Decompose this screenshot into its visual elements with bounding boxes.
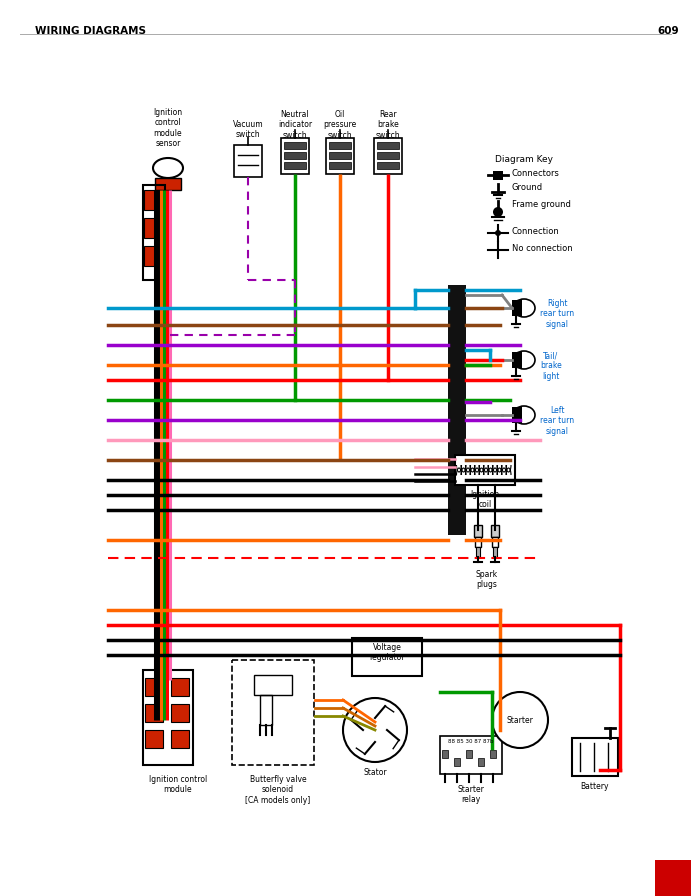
Bar [329, 162, 351, 169]
Text: No connection: No connection [512, 244, 573, 253]
Bar [493, 176, 503, 180]
Text: Ignition
control
module
sensor: Ignition control module sensor [153, 108, 182, 148]
Text: Frame ground: Frame ground [512, 200, 571, 209]
Bar [492, 537, 498, 547]
Bar [145, 678, 163, 696]
Bar [491, 525, 499, 537]
Text: Battery: Battery [580, 782, 609, 791]
Bar [155, 178, 181, 190]
Text: Vacuum
switch: Vacuum switch [233, 120, 263, 140]
Text: 88 85 30 87 87b: 88 85 30 87 87b [448, 739, 494, 744]
Text: 609: 609 [657, 26, 679, 36]
Bar [377, 152, 399, 159]
Bar [475, 537, 481, 547]
Ellipse shape [513, 299, 535, 317]
Bar [281, 138, 309, 174]
Bar [329, 152, 351, 159]
Text: Ignition
coil: Ignition coil [471, 490, 500, 510]
Bar [284, 142, 306, 149]
Circle shape [493, 207, 503, 217]
Bar [171, 730, 189, 748]
Bar [145, 730, 163, 748]
Bar [655, 860, 691, 896]
Bar [493, 171, 503, 176]
Text: Ground: Ground [512, 183, 543, 192]
Bar [377, 142, 399, 149]
Bar [440, 736, 502, 774]
Bar [234, 145, 262, 177]
Text: Neutral
indicator
switch: Neutral indicator switch [278, 110, 312, 140]
Ellipse shape [513, 406, 535, 424]
Text: Left
rear turn
signal: Left rear turn signal [540, 406, 574, 435]
Bar [493, 547, 497, 557]
Bar [352, 638, 422, 676]
Text: Connectors: Connectors [512, 169, 560, 178]
Text: Voltage
regulator: Voltage regulator [369, 643, 405, 662]
Bar [455, 455, 515, 485]
Bar [143, 670, 193, 765]
Bar [490, 750, 496, 758]
Text: WIRING DIAGRAMS: WIRING DIAGRAMS [35, 26, 146, 36]
Circle shape [343, 698, 407, 762]
Bar [284, 152, 306, 159]
Bar [144, 218, 164, 238]
Bar [145, 704, 163, 722]
Text: Spark
plugs: Spark plugs [476, 570, 498, 590]
Bar [329, 142, 351, 149]
Text: 19: 19 [661, 862, 685, 880]
Bar [454, 758, 460, 766]
Bar [377, 162, 399, 169]
Bar [466, 750, 472, 758]
Bar [144, 190, 164, 210]
Bar [254, 675, 292, 695]
Text: Oil
pressure
switch: Oil pressure switch [323, 110, 357, 140]
Text: Tail/
brake
light: Tail/ brake light [540, 351, 562, 381]
Circle shape [495, 230, 501, 236]
Bar [144, 246, 164, 266]
Text: Butterfly valve
solenoid
[CA models only]: Butterfly valve solenoid [CA models only… [245, 775, 311, 805]
Text: Rear
brake
switch: Rear brake switch [376, 110, 400, 140]
Bar [326, 138, 354, 174]
Bar [232, 660, 314, 765]
Bar [171, 678, 189, 696]
Bar [474, 525, 482, 537]
Bar [143, 185, 165, 280]
Text: Right
rear turn
signal: Right rear turn signal [540, 299, 574, 329]
Text: Ignition control
module: Ignition control module [149, 775, 207, 795]
Bar [512, 352, 522, 368]
Bar [374, 138, 402, 174]
Circle shape [492, 692, 548, 748]
Bar [512, 407, 522, 423]
Text: Starter
relay: Starter relay [457, 785, 484, 805]
Text: Stator: Stator [363, 768, 387, 777]
Bar [442, 750, 448, 758]
Text: Starter: Starter [507, 716, 533, 725]
Bar [171, 704, 189, 722]
Ellipse shape [153, 158, 183, 178]
Text: Diagram Key: Diagram Key [495, 155, 553, 164]
Bar [512, 300, 522, 316]
Bar [448, 285, 466, 535]
Bar [260, 695, 272, 725]
Bar [572, 738, 618, 776]
Bar [476, 547, 480, 557]
Bar [478, 758, 484, 766]
Bar [284, 162, 306, 169]
Ellipse shape [513, 351, 535, 369]
Text: Connection: Connection [512, 227, 560, 236]
